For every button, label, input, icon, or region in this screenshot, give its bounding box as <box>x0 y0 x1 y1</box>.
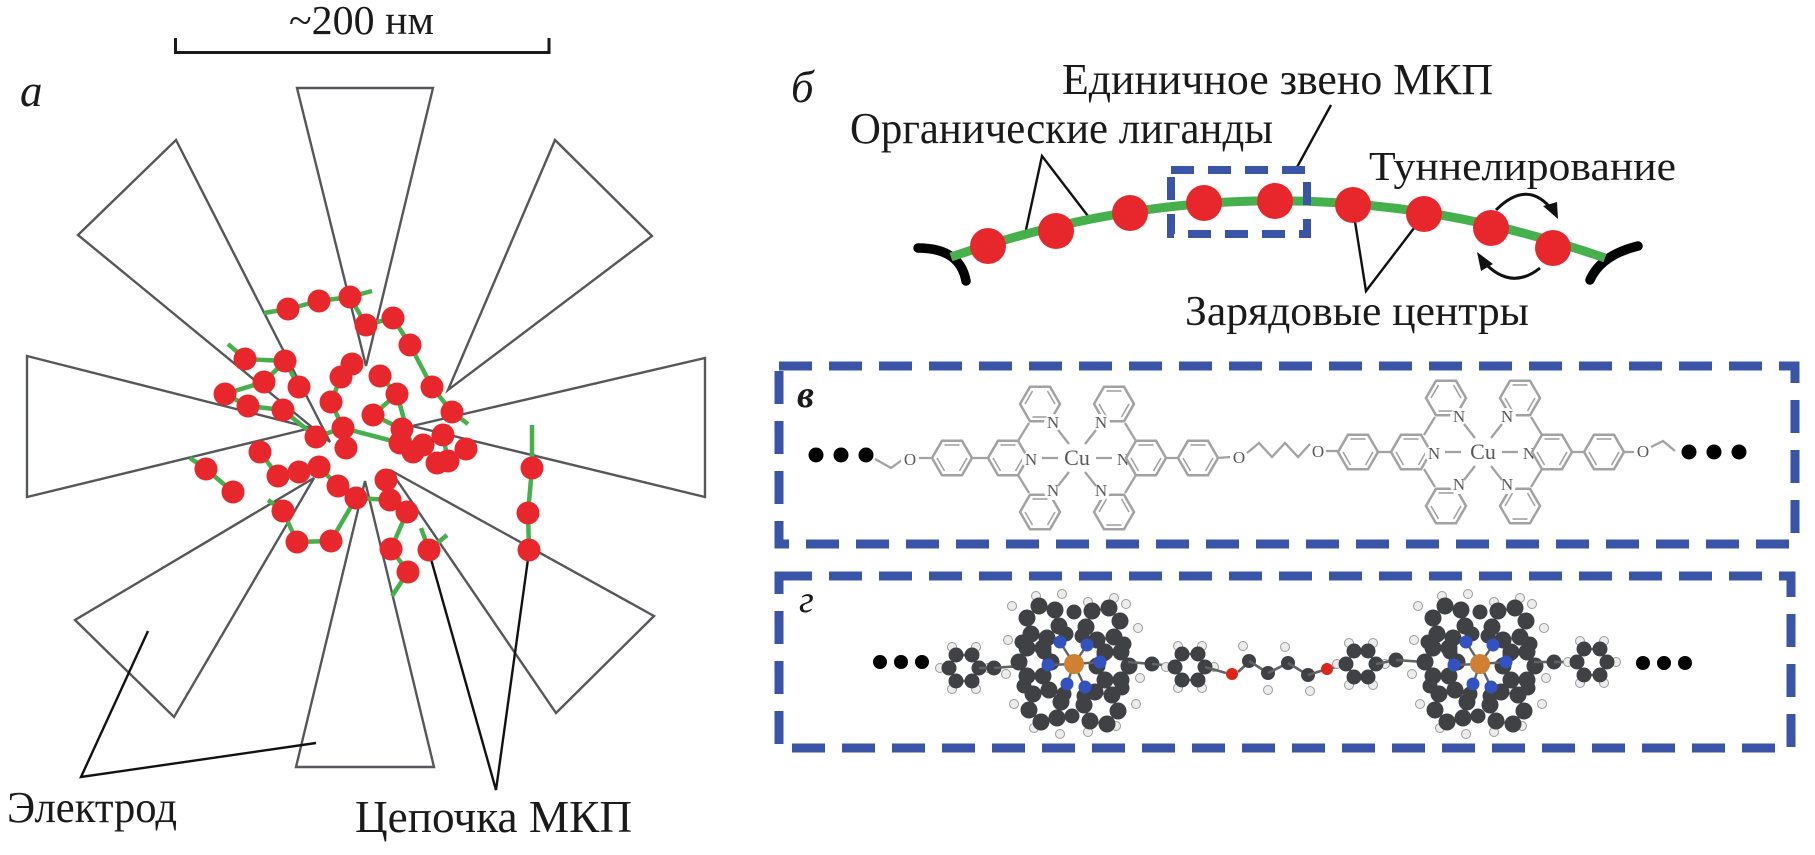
svg-text:Зарядовые центры: Зарядовые центры <box>1185 289 1529 335</box>
svg-text:Электрод: Электрод <box>7 783 177 832</box>
svg-text:в: в <box>797 374 814 416</box>
svg-text:O: O <box>1312 442 1324 461</box>
svg-text:Цепочка МКП: Цепочка МКП <box>355 791 632 842</box>
svg-text:г: г <box>799 579 814 621</box>
svg-text:N: N <box>1025 450 1037 469</box>
svg-text:N: N <box>1501 407 1513 426</box>
svg-text:N: N <box>1453 475 1465 494</box>
svg-text:O: O <box>904 450 916 469</box>
svg-text:Органические лиганды: Органические лиганды <box>850 104 1273 153</box>
svg-text:N: N <box>1428 444 1440 463</box>
svg-text:N: N <box>1095 481 1107 500</box>
svg-text:Туннелирование: Туннелирование <box>1369 143 1676 189</box>
svg-text:~200 нм: ~200 нм <box>289 0 434 43</box>
svg-text:N: N <box>1523 444 1535 463</box>
svg-text:N: N <box>1453 407 1465 426</box>
svg-text:N: N <box>1047 413 1059 432</box>
svg-text:Единичное звено МКП: Единичное звено МКП <box>1062 55 1493 104</box>
svg-text:O: O <box>1637 442 1649 461</box>
svg-text:Cu: Cu <box>1064 445 1090 470</box>
svg-text:N: N <box>1117 450 1129 469</box>
svg-text:а: а <box>20 66 43 116</box>
svg-text:O: O <box>1233 448 1245 467</box>
svg-text:N: N <box>1047 481 1059 500</box>
svg-text:N: N <box>1095 413 1107 432</box>
svg-text:б: б <box>791 62 815 112</box>
svg-text:N: N <box>1501 475 1513 494</box>
svg-text:Cu: Cu <box>1470 439 1496 464</box>
